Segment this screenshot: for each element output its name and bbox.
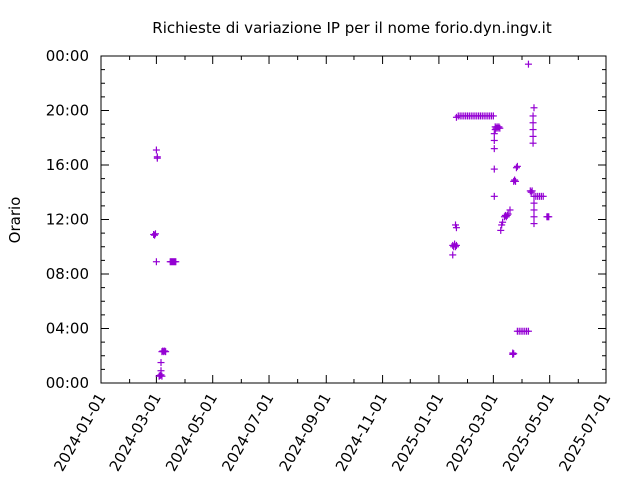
data-point <box>449 251 457 259</box>
data-point <box>162 348 170 356</box>
y-tick-label: 00:00 <box>46 374 89 392</box>
y-tick-label: 12:00 <box>46 211 89 229</box>
data-point <box>539 192 547 200</box>
data-point <box>529 132 537 140</box>
data-point <box>524 327 532 335</box>
data-point <box>503 211 511 219</box>
chart-title: Richieste di variazione IP per il nome f… <box>152 19 552 37</box>
x-tick-label: 2025-05-01 <box>499 390 558 475</box>
data-point <box>452 224 460 232</box>
data-point <box>157 367 165 375</box>
data-point <box>512 164 520 172</box>
y-axis-label: Orario <box>6 197 24 244</box>
data-point <box>452 243 460 251</box>
data-point <box>172 258 180 266</box>
data-point <box>157 359 165 367</box>
data-point <box>156 372 164 380</box>
data-point <box>452 113 460 121</box>
data-point <box>511 176 519 184</box>
data-point <box>512 177 520 185</box>
data-point <box>496 124 504 132</box>
data-point <box>490 165 498 173</box>
data-point <box>506 206 514 214</box>
data-point <box>529 112 537 120</box>
x-tick-label: 2024-07-01 <box>218 390 277 475</box>
x-tick-label: 2025-07-01 <box>555 390 614 475</box>
y-tick-label: 04:00 <box>46 320 89 338</box>
data-point <box>151 230 159 238</box>
y-tick-labels: 00:00 04:00 08:00 12:00 16:00 20:00 00:00 <box>46 47 89 392</box>
data-point <box>490 130 498 138</box>
data-point <box>530 199 538 207</box>
data-point <box>545 213 553 221</box>
data-point <box>490 136 498 144</box>
data-point <box>510 350 518 358</box>
data-point <box>530 213 538 221</box>
data-point <box>150 230 158 238</box>
x-tick-label: 2024-09-01 <box>276 390 335 475</box>
data-point <box>452 241 460 249</box>
data-point <box>490 192 498 200</box>
data-point <box>158 372 166 380</box>
data-point <box>490 145 498 153</box>
data-point <box>509 349 517 357</box>
data-point <box>153 154 161 162</box>
y-tick-label: 00:00 <box>46 47 89 65</box>
x-tick-label: 2024-05-01 <box>162 390 221 475</box>
data-point <box>504 210 512 218</box>
data-point <box>513 162 521 170</box>
data-point <box>529 119 537 127</box>
y-tick-label: 16:00 <box>46 156 89 174</box>
data-point <box>530 220 538 228</box>
x-tick-label: 2024-01-01 <box>50 390 109 475</box>
x-tick-label: 2024-11-01 <box>332 390 391 475</box>
data-point <box>497 226 505 234</box>
axis-ticks <box>100 55 607 384</box>
plot-area-frame <box>100 55 607 384</box>
y-tick-label: 20:00 <box>46 102 89 120</box>
y-tick-label: 08:00 <box>46 265 89 283</box>
x-tick-labels: 2024-01-012024-03-012024-05-012024-07-01… <box>50 390 614 475</box>
data-point <box>152 258 160 266</box>
data-point <box>161 347 169 355</box>
data-point <box>529 126 537 134</box>
data-point <box>489 112 497 120</box>
data-points <box>150 60 553 380</box>
data-point <box>528 187 536 195</box>
data-point <box>499 218 507 226</box>
data-point <box>530 104 538 112</box>
data-point <box>151 231 159 239</box>
data-point <box>524 60 532 68</box>
data-point <box>495 123 503 131</box>
x-tick-label: 2024-03-01 <box>106 390 165 475</box>
data-point <box>527 188 535 196</box>
data-point <box>530 206 538 214</box>
data-point <box>152 146 160 154</box>
x-tick-label: 2025-01-01 <box>388 390 447 475</box>
data-point <box>529 139 537 147</box>
x-tick-label: 2025-03-01 <box>443 390 502 475</box>
